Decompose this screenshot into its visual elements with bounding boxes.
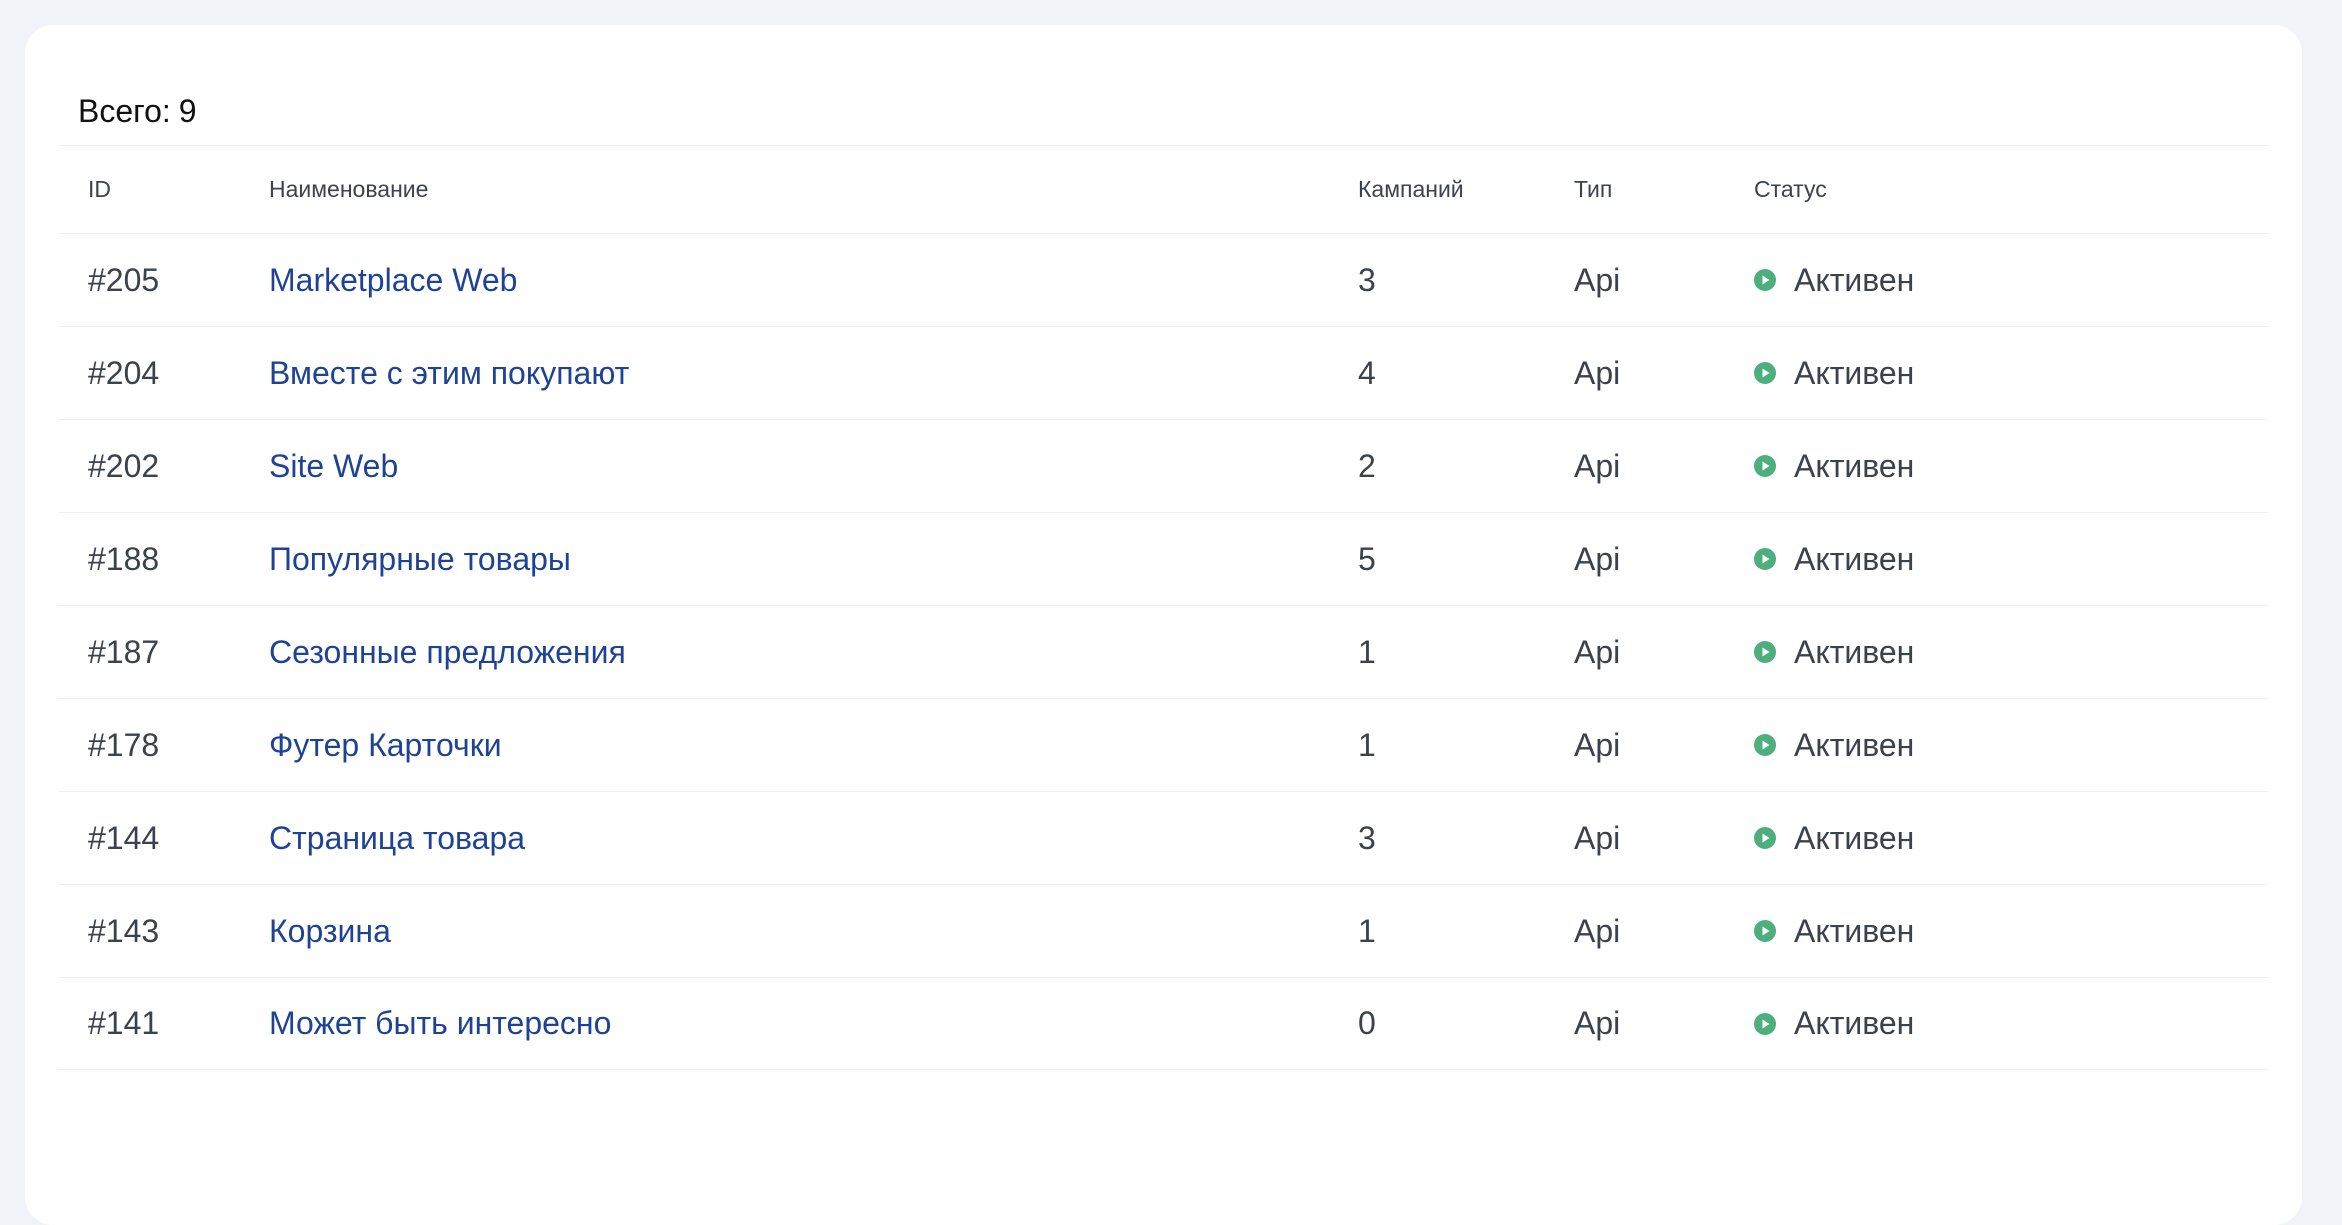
column-header-name[interactable]: Наименование	[269, 176, 429, 202]
row-name-link[interactable]: Футер Карточки	[269, 726, 502, 763]
play-circle-icon	[1754, 455, 1776, 477]
row-id: #141	[88, 1005, 160, 1041]
row-name-link[interactable]: Site Web	[269, 447, 399, 484]
table-row[interactable]: #188 Популярные товары 5 Api Активен	[59, 512, 2268, 605]
table-row[interactable]: #178 Футер Карточки 1 Api Активен	[59, 698, 2268, 791]
items-table: ID Наименование Кампаний Тип Статус #205…	[59, 145, 2268, 1070]
table-body: #205 Marketplace Web 3 Api Активен #204 …	[59, 233, 2268, 1070]
status-label: Активен	[1794, 726, 1915, 763]
total-label: Всего:	[78, 93, 171, 129]
table-header: ID Наименование Кампаний Тип Статус	[59, 145, 2268, 233]
row-campaigns: 3	[1358, 819, 1376, 856]
status-label: Активен	[1794, 540, 1915, 577]
play-circle-icon	[1754, 641, 1776, 663]
play-circle-icon	[1754, 548, 1776, 570]
row-id: #144	[88, 819, 160, 856]
play-circle-icon	[1754, 1012, 1776, 1035]
row-campaigns: 4	[1358, 354, 1376, 391]
play-circle-icon	[1754, 734, 1776, 756]
status-label: Активен	[1794, 261, 1915, 298]
row-campaigns: 1	[1358, 633, 1376, 670]
row-type: Api	[1574, 726, 1621, 763]
table-row[interactable]: #187 Сезонные предложения 1 Api Активен	[59, 605, 2268, 698]
status-badge: Активен	[1754, 634, 1914, 671]
row-type: Api	[1574, 1005, 1621, 1041]
play-circle-icon	[1754, 920, 1776, 942]
status-label: Активен	[1794, 633, 1915, 670]
row-name-link[interactable]: Вместе с этим покупают	[269, 354, 630, 391]
table-row[interactable]: #204 Вместе с этим покупают 4 Api Активе…	[59, 326, 2268, 419]
row-type: Api	[1574, 633, 1621, 670]
total-value: 9	[178, 93, 197, 129]
table-row[interactable]: #202 Site Web 2 Api Активен	[59, 419, 2268, 512]
status-badge: Активен	[1754, 913, 1914, 950]
row-type: Api	[1574, 447, 1621, 484]
status-badge: Активен	[1754, 727, 1914, 764]
row-name-link[interactable]: Marketplace Web	[269, 261, 518, 298]
row-name-link[interactable]: Страница товара	[269, 819, 526, 856]
row-name-link[interactable]: Сезонные предложения	[269, 633, 626, 670]
status-label: Активен	[1794, 819, 1915, 856]
row-campaigns: 5	[1358, 540, 1376, 577]
column-header-campaigns[interactable]: Кампаний	[1358, 176, 1464, 202]
row-type: Api	[1574, 354, 1621, 391]
row-campaigns: 2	[1358, 447, 1376, 484]
row-campaigns: 0	[1358, 1005, 1376, 1041]
table-row[interactable]: #205 Marketplace Web 3 Api Активен	[59, 233, 2268, 326]
total-count: Всего: 9	[78, 93, 197, 129]
column-header-type[interactable]: Тип	[1574, 176, 1613, 202]
status-label: Активен	[1794, 354, 1915, 391]
status-badge: Активен	[1754, 448, 1914, 485]
play-circle-icon	[1754, 827, 1776, 849]
row-name-link[interactable]: Может быть интересно	[269, 1005, 612, 1041]
play-circle-icon	[1754, 362, 1776, 384]
status-badge: Активен	[1754, 262, 1914, 299]
table-row[interactable]: #143 Корзина 1 Api Активен	[59, 884, 2268, 977]
row-type: Api	[1574, 261, 1621, 298]
status-label: Активен	[1794, 912, 1915, 949]
row-id: #178	[88, 726, 160, 763]
row-campaigns: 3	[1358, 261, 1376, 298]
status-label: Активен	[1794, 447, 1915, 484]
row-id: #187	[88, 633, 160, 670]
row-campaigns: 1	[1358, 912, 1376, 949]
row-type: Api	[1574, 540, 1621, 577]
row-campaigns: 1	[1358, 726, 1376, 763]
play-circle-icon	[1754, 269, 1776, 291]
status-badge: Активен	[1754, 820, 1914, 857]
status-badge: Активен	[1754, 1005, 1914, 1042]
column-header-status[interactable]: Статус	[1754, 176, 1827, 202]
table-row[interactable]: #144 Страница товара 3 Api Активен	[59, 791, 2268, 884]
row-type: Api	[1574, 819, 1621, 856]
row-id: #205	[88, 261, 160, 298]
column-header-id[interactable]: ID	[88, 176, 111, 202]
status-badge: Активен	[1754, 355, 1914, 392]
row-id: #143	[88, 912, 160, 949]
status-badge: Активен	[1754, 541, 1914, 578]
content-card: Всего: 9 ID Наименование Кампаний Тип Ст…	[25, 25, 2302, 1225]
status-label: Активен	[1794, 1005, 1915, 1041]
row-name-link[interactable]: Корзина	[269, 912, 391, 949]
row-type: Api	[1574, 912, 1621, 949]
row-id: #202	[88, 447, 160, 484]
table-row[interactable]: #141 Может быть интересно 0 Api Активен	[59, 977, 2268, 1070]
row-id: #188	[88, 540, 160, 577]
row-name-link[interactable]: Популярные товары	[269, 540, 571, 577]
row-id: #204	[88, 354, 160, 391]
